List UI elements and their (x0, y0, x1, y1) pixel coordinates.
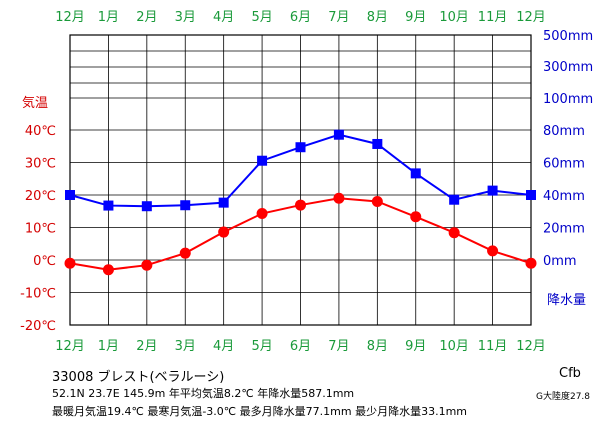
precipitation-point (103, 200, 114, 211)
precipitation-point (141, 201, 152, 212)
temperature-point (371, 196, 383, 207)
station-extremes: 最暖月気温19.4℃ 最寒月気温-3.0℃ 最多月降水量77.1mm 最少月降水… (52, 405, 467, 418)
climate-classification: Cfb (559, 366, 581, 381)
precipitation-point (372, 138, 383, 149)
month-label-top: 3月 (175, 10, 196, 25)
month-label-bottom: 6月 (290, 339, 311, 354)
temperature-point (218, 226, 230, 238)
month-label-bottom: 12月 (516, 339, 546, 354)
month-label-bottom: 3月 (175, 339, 196, 354)
temperature-tick-label: 40℃ (25, 124, 56, 139)
temperature-point (410, 211, 422, 223)
precipitation-point (295, 142, 306, 153)
temperature-tick-label: 20℃ (25, 189, 56, 204)
temperature-point (487, 245, 499, 257)
temperature-point (64, 257, 76, 269)
month-label-bottom: 10月 (439, 339, 469, 354)
top-month-labels: 12月 1月 2月 3月 4月 5月 6月 7月 8月 9月 10月 11月 12月 (55, 10, 546, 25)
temperature-point (525, 257, 537, 269)
month-label-bottom: 7月 (328, 339, 349, 354)
precipitation-point (449, 194, 460, 205)
temperature-tick-label: -10℃ (20, 287, 56, 302)
temperature-point (256, 208, 268, 220)
precipitation-tick-label: 80mm (543, 124, 585, 139)
precipitation-point (333, 129, 344, 140)
precipitation-point (257, 155, 268, 166)
month-label-top: 1月 (98, 10, 119, 25)
precipitation-tick-label: 20mm (543, 222, 585, 237)
month-label-bottom: 5月 (251, 339, 272, 354)
month-label-top: 2月 (136, 10, 157, 25)
temperature-tick-label: 30℃ (25, 157, 56, 172)
plot-border (69, 34, 532, 326)
temperature-point (333, 192, 345, 204)
month-label-bottom: 12月 (55, 339, 85, 354)
temperature-axis-ticks: 40℃ 30℃ 20℃ 10℃ 0℃ -10℃ -20℃ (20, 124, 56, 334)
month-label-top: 11月 (478, 10, 508, 25)
precipitation-point (410, 168, 421, 179)
series-markers (64, 129, 537, 276)
temperature-point (448, 227, 460, 239)
station-summary: 52.1N 23.7E 145.9m 年平均気温8.2℃ 年降水量587.1mm (52, 387, 355, 400)
station-name: 33008 ブレスト(ベラルーシ) (52, 370, 225, 385)
precipitation-tick-label: 40mm (543, 189, 585, 204)
precipitation-tick-label: 100mm (543, 92, 593, 107)
temperature-axis-label: 気温 (22, 95, 48, 111)
month-label-top: 5月 (251, 10, 272, 25)
precipitation-tick-label: 300mm (543, 60, 593, 75)
precipitation-axis-label: 降水量 (547, 293, 586, 308)
precipitation-point (180, 200, 191, 211)
precipitation-point (487, 185, 498, 196)
bottom-month-labels: 12月 1月 2月 3月 4月 5月 6月 7月 8月 9月 10月 11月 12月 (55, 339, 546, 354)
precipitation-point (526, 190, 536, 200)
month-label-bottom: 9月 (405, 339, 426, 354)
precipitation-axis-ticks: 500mm 300mm 100mm 80mm 60mm 40mm 20mm 0mm (543, 29, 593, 269)
precipitation-tick-label: 500mm (543, 29, 593, 44)
precipitation-tick-label: 0mm (543, 254, 577, 269)
temperature-tick-label: 0℃ (33, 254, 56, 269)
month-label-bottom: 8月 (367, 339, 388, 354)
month-label-bottom: 4月 (213, 339, 234, 354)
month-label-bottom: 2月 (136, 339, 157, 354)
month-label-top: 4月 (213, 10, 234, 25)
temperature-point (179, 247, 191, 259)
month-label-top: 10月 (439, 10, 469, 25)
month-label-top: 12月 (516, 10, 546, 25)
plot-frame (69, 34, 532, 326)
month-label-top: 8月 (367, 10, 388, 25)
temperature-point (295, 199, 306, 211)
month-label-bottom: 11月 (478, 339, 508, 354)
month-label-bottom: 1月 (98, 339, 119, 354)
precipitation-tick-label: 60mm (543, 157, 585, 172)
month-label-top: 9月 (405, 10, 426, 25)
continentality-index: G大陸度27.8 (536, 392, 591, 402)
temperature-tick-label: 10℃ (25, 222, 56, 237)
month-label-top: 7月 (328, 10, 349, 25)
temperature-point (141, 259, 153, 271)
precipitation-point (218, 197, 229, 208)
month-label-top: 12月 (55, 10, 85, 25)
temperature-point (102, 264, 114, 276)
month-label-top: 6月 (290, 10, 311, 25)
precipitation-point (65, 190, 75, 200)
chart-grid (70, 35, 531, 325)
temperature-tick-label: -20℃ (20, 319, 56, 334)
